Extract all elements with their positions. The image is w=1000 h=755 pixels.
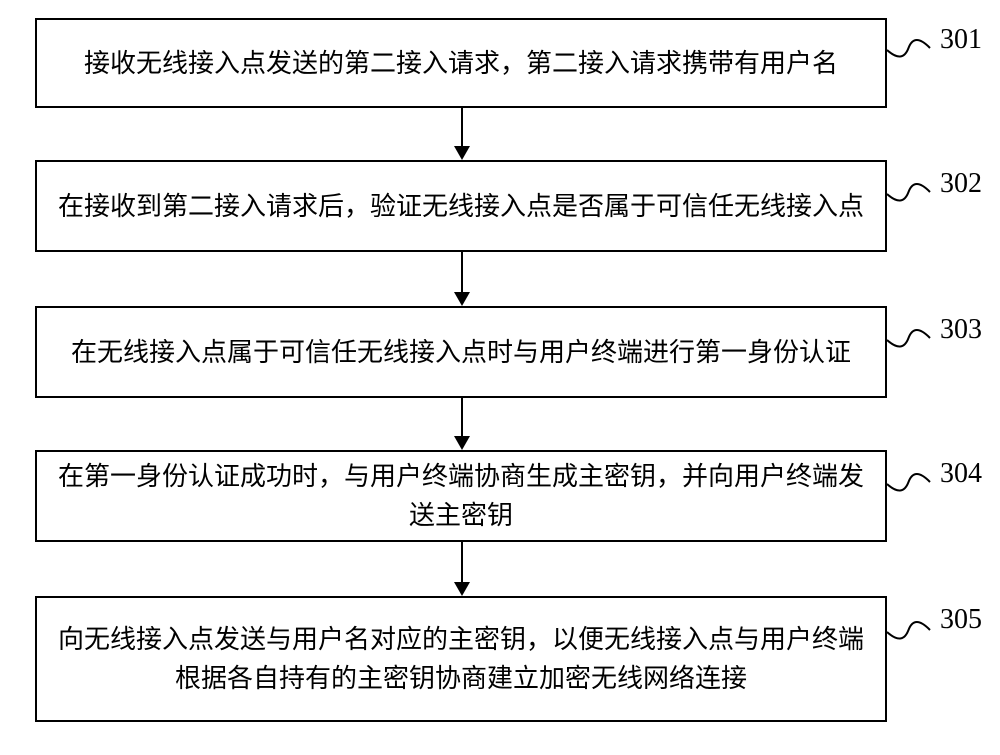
flow-step-304: 在第一身份认证成功时，与用户终端协商生成主密钥，并向用户终端发送主密钥 <box>35 450 887 542</box>
arrow-line <box>461 108 463 148</box>
flow-step-305: 向无线接入点发送与用户名对应的主密钥，以便无线接入点与用户终端根据各自持有的主密… <box>35 596 887 722</box>
step-label-305: 305 <box>940 604 982 636</box>
step-text: 接收无线接入点发送的第二接入请求，第二接入请求携带有用户名 <box>84 44 838 83</box>
step-text: 在接收到第二接入请求后，验证无线接入点是否属于可信任无线接入点 <box>58 187 864 226</box>
step-label-304: 304 <box>940 458 982 490</box>
step-label-302: 302 <box>940 168 982 200</box>
arrow-head-icon <box>454 582 470 596</box>
flow-step-302: 在接收到第二接入请求后，验证无线接入点是否属于可信任无线接入点 <box>35 160 887 252</box>
step-text: 在无线接入点属于可信任无线接入点时与用户终端进行第一身份认证 <box>71 333 851 372</box>
arrow-head-icon <box>454 436 470 450</box>
flow-step-303: 在无线接入点属于可信任无线接入点时与用户终端进行第一身份认证 <box>35 306 887 398</box>
step-text: 向无线接入点发送与用户名对应的主密钥，以便无线接入点与用户终端根据各自持有的主密… <box>57 620 865 698</box>
step-label-301: 301 <box>940 24 982 56</box>
step-text: 在第一身份认证成功时，与用户终端协商生成主密钥，并向用户终端发送主密钥 <box>57 457 865 535</box>
flow-step-301: 接收无线接入点发送的第二接入请求，第二接入请求携带有用户名 <box>35 18 887 108</box>
step-label-303: 303 <box>940 314 982 346</box>
arrow-line <box>461 542 463 584</box>
arrow-head-icon <box>454 146 470 160</box>
arrow-line <box>461 398 463 438</box>
arrow-line <box>461 252 463 294</box>
arrow-head-icon <box>454 292 470 306</box>
